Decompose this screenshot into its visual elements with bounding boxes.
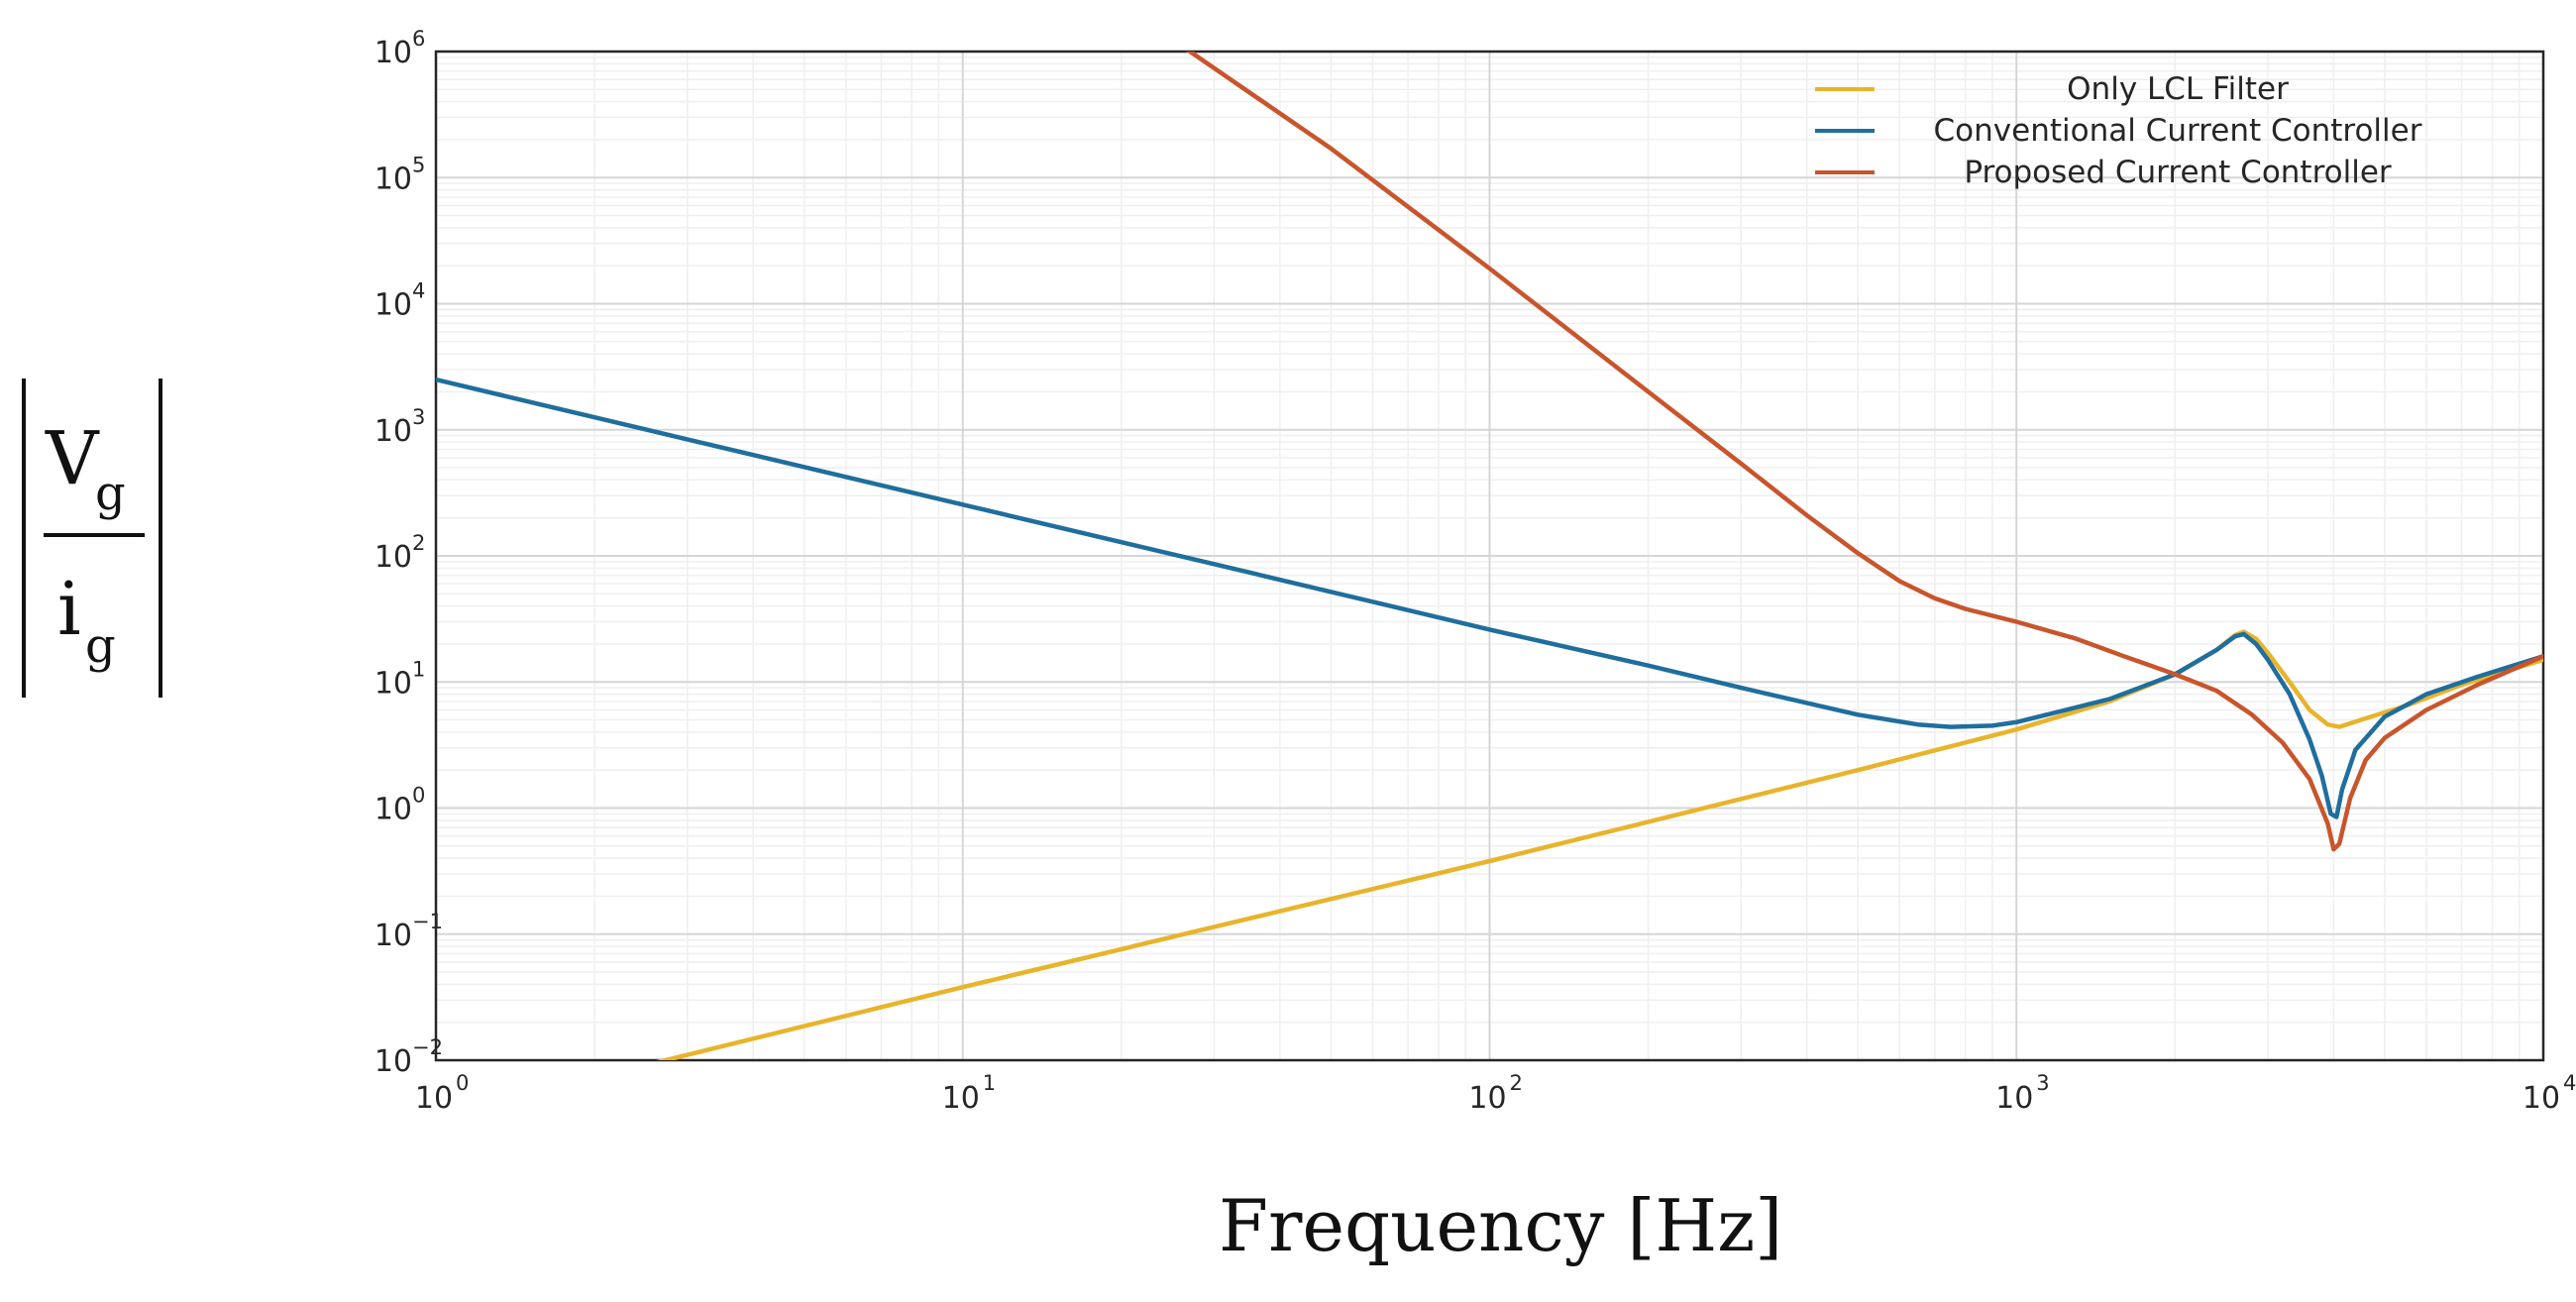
y-tick-exponent: 4 [412, 279, 425, 303]
y-tick-label: 10 0 [375, 784, 426, 827]
y-tick-exponent: −2 [412, 1035, 443, 1059]
x-tick-base: 10 [415, 1081, 453, 1116]
x-tick-labels: 10 0 10 1 10 2 10 3 10 4 [415, 1071, 2576, 1116]
y-label-denominator-subscript: g [85, 618, 116, 674]
series-group [436, 52, 2543, 1060]
y-tick-label: 10 4 [375, 279, 426, 323]
x-tick-base: 10 [1995, 1081, 2033, 1116]
plot-frame [434, 50, 2545, 1062]
series-line-1 [655, 629, 2543, 1060]
legend-item: Conventional Current Controller [1815, 113, 2422, 149]
x-tick-label: 10 1 [942, 1071, 996, 1116]
legend: Only LCL Filter Conventional Current Cont… [1815, 71, 2422, 190]
y-tick-exponent: 0 [412, 784, 425, 808]
y-tick-base: 10 [375, 540, 412, 575]
y-tick-base: 10 [375, 36, 412, 70]
x-axis-label: Frequency [Hz] [1219, 1184, 1783, 1267]
y-tick-label: 10 3 [375, 405, 426, 449]
legend-item: Only LCL Filter [1815, 71, 2289, 107]
x-tick-label: 10 0 [415, 1071, 469, 1116]
y-tick-base: 10 [375, 1044, 412, 1079]
y-tick-exponent: 1 [412, 657, 425, 681]
y-tick-exponent: 5 [412, 153, 425, 176]
y-tick-label: 10 1 [375, 657, 426, 701]
x-tick-base: 10 [1468, 1081, 1506, 1116]
x-tick-exponent: 2 [1510, 1071, 1523, 1095]
y-tick-base: 10 [375, 919, 412, 953]
y-tick-label: 10 5 [375, 153, 426, 196]
legend-item: Proposed Current Controller [1815, 155, 2392, 190]
series-line-2 [436, 377, 2543, 819]
y-tick-base: 10 [375, 666, 412, 701]
y-tick-base: 10 [375, 414, 412, 449]
y-tick-label: 10 2 [375, 531, 426, 575]
y-tick-base: 10 [375, 162, 412, 196]
y-axis-label: V g i g [22, 379, 162, 698]
x-tick-exponent: 3 [2036, 1071, 2049, 1095]
y-label-numerator: V [45, 416, 100, 501]
x-tick-label: 10 4 [2522, 1071, 2576, 1116]
y-tick-exponent: 3 [412, 405, 425, 429]
x-tick-label: 10 2 [1468, 1071, 1522, 1116]
y-label-denominator: i [57, 567, 81, 652]
y-tick-label: 10 −2 [375, 1035, 443, 1079]
legend-label: Proposed Current Controller [1964, 155, 2392, 190]
legend-label: Conventional Current Controller [1934, 113, 2422, 149]
x-tick-exponent: 0 [456, 1071, 469, 1095]
x-tick-exponent: 4 [2563, 1071, 2576, 1095]
y-tick-exponent: 2 [412, 531, 425, 555]
x-tick-base: 10 [2522, 1081, 2560, 1116]
legend-label: Only LCL Filter [2067, 71, 2289, 107]
series-line-3 [1185, 52, 2543, 852]
y-tick-label: 10 −1 [375, 910, 443, 953]
y-tick-base: 10 [375, 288, 412, 323]
y-tick-label: 10 6 [375, 27, 426, 70]
x-tick-label: 10 3 [1995, 1071, 2049, 1116]
y-label-numerator-subscript: g [95, 466, 126, 521]
y-tick-base: 10 [375, 793, 412, 827]
x-tick-base: 10 [942, 1081, 980, 1116]
y-tick-exponent: 6 [412, 27, 425, 51]
y-tick-exponent: −1 [412, 910, 443, 933]
x-tick-exponent: 1 [983, 1071, 996, 1095]
